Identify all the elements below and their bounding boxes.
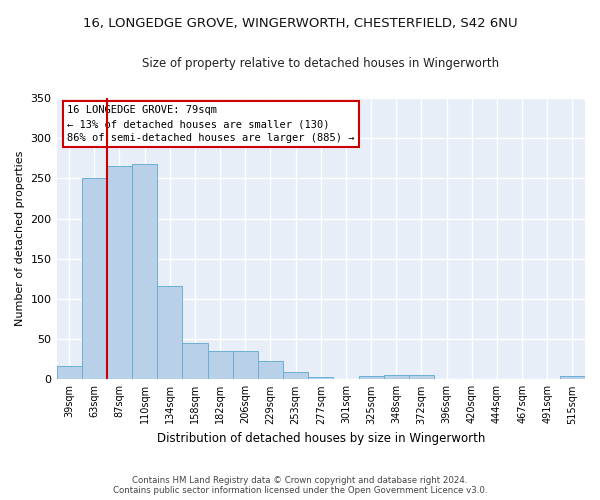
Bar — [258, 361, 283, 380]
Bar — [182, 343, 208, 380]
Bar — [283, 372, 308, 380]
Bar — [82, 178, 107, 380]
Y-axis label: Number of detached properties: Number of detached properties — [15, 151, 25, 326]
Bar — [308, 377, 334, 380]
Text: 16, LONGEDGE GROVE, WINGERWORTH, CHESTERFIELD, S42 6NU: 16, LONGEDGE GROVE, WINGERWORTH, CHESTER… — [83, 18, 517, 30]
Bar — [56, 366, 82, 380]
X-axis label: Distribution of detached houses by size in Wingerworth: Distribution of detached houses by size … — [157, 432, 485, 445]
Bar — [208, 351, 233, 380]
Bar — [560, 376, 585, 380]
Text: Contains HM Land Registry data © Crown copyright and database right 2024.
Contai: Contains HM Land Registry data © Crown c… — [113, 476, 487, 495]
Title: Size of property relative to detached houses in Wingerworth: Size of property relative to detached ho… — [142, 58, 499, 70]
Text: 16 LONGEDGE GROVE: 79sqm
← 13% of detached houses are smaller (130)
86% of semi-: 16 LONGEDGE GROVE: 79sqm ← 13% of detach… — [67, 105, 355, 143]
Bar — [409, 376, 434, 380]
Bar — [107, 166, 132, 380]
Bar — [383, 376, 409, 380]
Bar — [233, 351, 258, 380]
Bar — [157, 286, 182, 380]
Bar — [359, 376, 383, 380]
Bar — [132, 164, 157, 380]
